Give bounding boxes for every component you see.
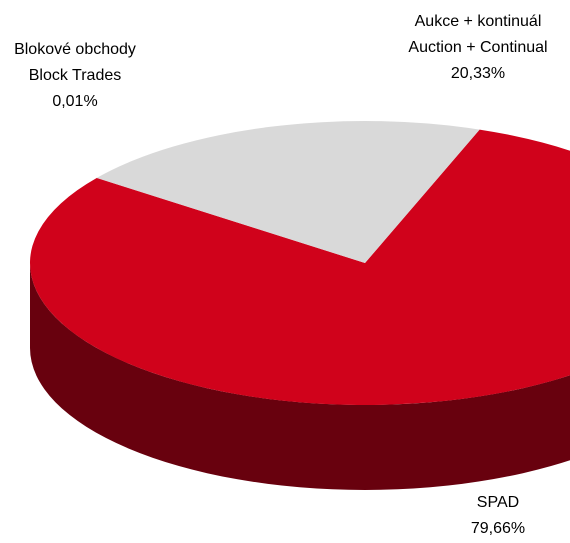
slice-value-label: 20,33%: [451, 65, 505, 82]
slice-value-label: 0,01%: [52, 93, 97, 110]
slice-label: Block Trades: [29, 67, 121, 84]
slice-label: Blokové obchody: [14, 41, 136, 58]
slice-label: Auction + Continual: [408, 39, 547, 56]
slice-value-label: 79,66%: [471, 520, 525, 537]
slice-label: SPAD: [477, 494, 519, 511]
slice-label: Aukce + kontinuál: [415, 13, 542, 30]
pie-slice: [96, 120, 480, 263]
pie-slice: [96, 177, 365, 263]
pie-side: [30, 263, 570, 490]
pie-slice: [30, 129, 570, 405]
